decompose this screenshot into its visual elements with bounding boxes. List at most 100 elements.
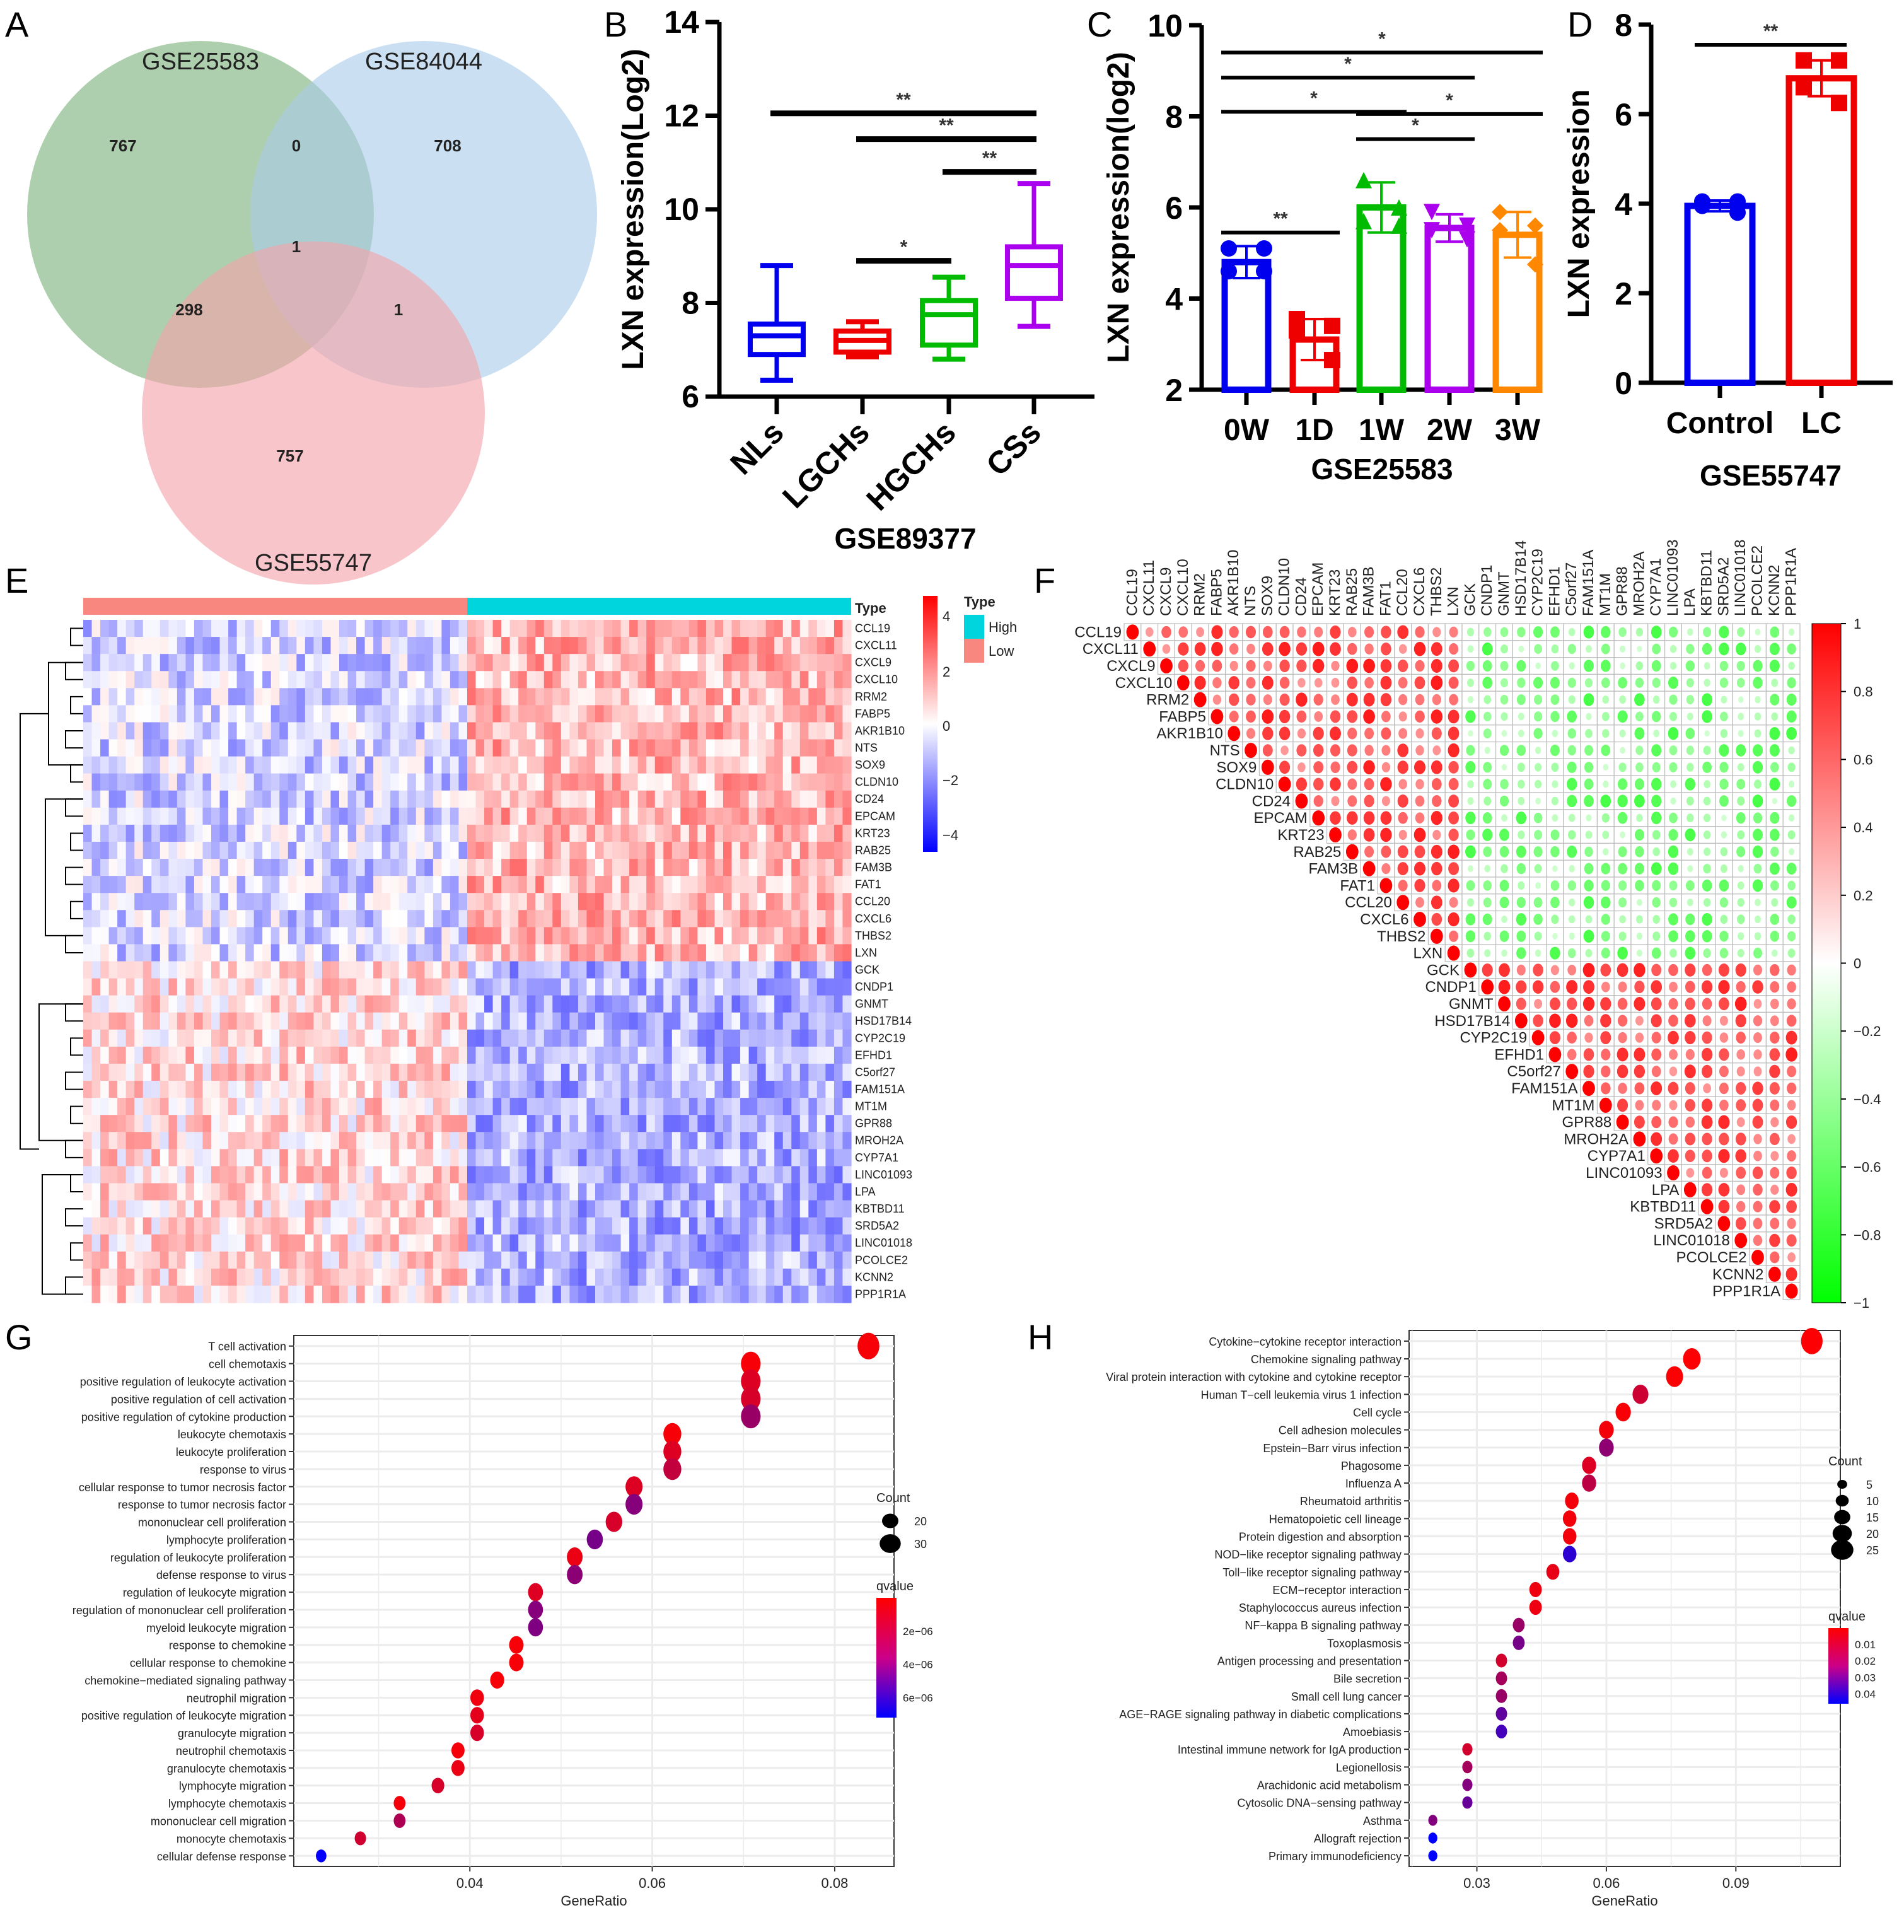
- corr-dot: [1501, 712, 1508, 721]
- heatmap-cell: [620, 807, 630, 825]
- heatmap-cell: [816, 1234, 826, 1252]
- corr-dot: [1415, 745, 1424, 756]
- heatmap-cell: [825, 978, 835, 996]
- heatmap-cell: [586, 654, 596, 672]
- heatmap-cell: [134, 1046, 144, 1064]
- heatmap-cell: [296, 1200, 306, 1218]
- heatmap-cell: [765, 807, 775, 825]
- heatmap-cell: [407, 1149, 417, 1167]
- heatmap-cell: [705, 944, 716, 962]
- heatmap-cell: [782, 756, 792, 774]
- heatmap-cell: [313, 1183, 323, 1201]
- heatmap-cell: [765, 1251, 775, 1269]
- heatmap-cell: [381, 1063, 391, 1081]
- heatmap-cell: [842, 944, 852, 962]
- corr-dot: [1567, 677, 1576, 688]
- heatmap-cell: [432, 756, 442, 774]
- data-point: [1831, 52, 1847, 69]
- corr-dot: [1364, 626, 1374, 638]
- heatmap-cell: [330, 1200, 340, 1218]
- heatmap-cell: [543, 1029, 553, 1047]
- heatmap-cell: [322, 773, 332, 791]
- corr-cell: [1461, 640, 1480, 658]
- heatmap-cell: [663, 1251, 673, 1269]
- heatmap-cell: [151, 1251, 161, 1269]
- data-point: [1391, 199, 1407, 216]
- heatmap-cell: [808, 1268, 818, 1286]
- heatmap-cell: [134, 1063, 144, 1081]
- heatmap-cell: [219, 705, 229, 723]
- heatmap-cell: [236, 944, 246, 962]
- heatmap-cell: [194, 893, 204, 911]
- heatmap-cell: [390, 1029, 400, 1047]
- heatmap-cell: [100, 1132, 110, 1149]
- heatmap-cell: [100, 859, 110, 876]
- heatmap-cell: [185, 790, 195, 808]
- heatmap-cell: [415, 824, 425, 842]
- colorbar-tick-label: −4: [943, 827, 958, 843]
- heatmap-cell: [142, 620, 152, 637]
- heatmap-cell: [595, 807, 605, 825]
- heatmap-cell: [125, 961, 135, 979]
- corr-dot: [1702, 761, 1712, 773]
- heatmap-cell: [245, 876, 255, 893]
- heatmap-cell: [603, 722, 613, 740]
- heatmap-cell: [91, 1046, 101, 1064]
- heatmap-cell: [774, 1132, 784, 1149]
- corr-dot: [1431, 760, 1443, 774]
- corr-dot: [1752, 744, 1763, 757]
- heatmap-cell: [535, 739, 545, 757]
- heatmap-cell: [91, 1098, 101, 1115]
- heatmap-cell: [791, 1268, 801, 1286]
- heatmap-cell: [612, 790, 622, 808]
- corr-dot: [1246, 694, 1256, 706]
- heatmap-cell: [680, 637, 690, 655]
- heatmap-cell: [168, 841, 178, 859]
- heatmap-cell: [723, 1200, 733, 1218]
- corr-dot: [1551, 661, 1559, 671]
- heatmap-cell: [569, 756, 579, 774]
- heatmap-cell: [339, 927, 349, 945]
- heatmap-cell: [424, 1115, 434, 1132]
- heatmap-cell: [305, 927, 314, 945]
- heatmap-row-label: EFHD1: [855, 1049, 892, 1061]
- heatmap-cell: [705, 1268, 716, 1286]
- heatmap-cell: [424, 790, 434, 808]
- heatmap-cell: [791, 1115, 801, 1132]
- heatmap-cell: [518, 1200, 528, 1218]
- heatmap-cell: [586, 1200, 596, 1218]
- heatmap-cell: [629, 756, 639, 774]
- heatmap-cell: [731, 995, 741, 1013]
- heatmap-cell: [492, 978, 502, 996]
- heatmap-cell: [578, 1149, 588, 1167]
- heatmap-cell: [808, 1285, 818, 1303]
- heatmap-cell: [774, 620, 784, 637]
- heatmap-cell: [415, 1200, 425, 1218]
- heatmap-cell: [160, 876, 169, 893]
- heatmap-cell: [748, 1098, 758, 1115]
- heatmap-cell: [202, 807, 212, 825]
- type-legend-swatch-low: [964, 639, 984, 663]
- heatmap-cell: [313, 961, 323, 979]
- heatmap-cell: [390, 1200, 400, 1218]
- corr-dot: [1770, 846, 1779, 857]
- heatmap-cell: [578, 671, 588, 689]
- data-point: [1355, 172, 1372, 189]
- heatmap-cell: [407, 978, 417, 996]
- heatmap-cell: [637, 1063, 647, 1081]
- heatmap-cell: [484, 1200, 494, 1218]
- heatmap-cell: [526, 1268, 536, 1286]
- heatmap-cell: [296, 1115, 306, 1132]
- heatmap-cell: [791, 1200, 801, 1218]
- heatmap-cell: [322, 807, 332, 825]
- heatmap-cell: [680, 1081, 690, 1098]
- heatmap-cell: [245, 790, 255, 808]
- heatmap-cell: [160, 1098, 169, 1115]
- heatmap-cell: [526, 1098, 536, 1115]
- heatmap-cell: [100, 654, 110, 672]
- heatmap-cell: [799, 1166, 809, 1184]
- heatmap-cell: [578, 688, 588, 706]
- heatmap-cell: [509, 961, 519, 979]
- heatmap-cell: [484, 1268, 494, 1286]
- heatmap-cell: [560, 1046, 570, 1064]
